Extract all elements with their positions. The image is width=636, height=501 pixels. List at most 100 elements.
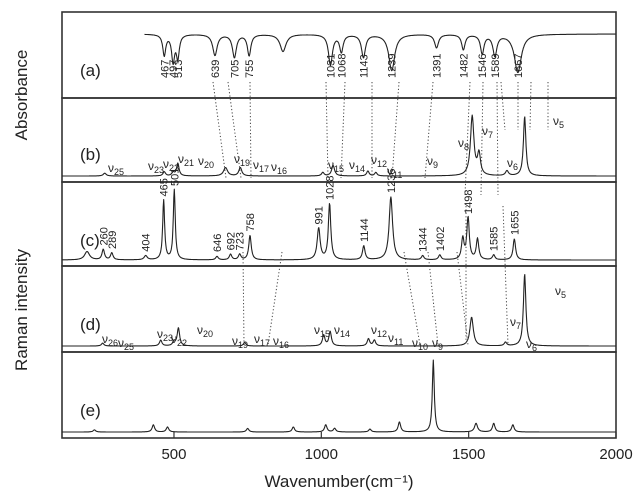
mode-label: ν20 xyxy=(197,323,213,339)
peak-label-c: 501 xyxy=(169,168,181,186)
peak-label-c: 1028 xyxy=(325,176,337,200)
peak-label-c: 646 xyxy=(212,234,224,252)
mode-label: ν12 xyxy=(371,153,387,169)
dotted-link xyxy=(529,81,532,131)
correlation-lines xyxy=(212,81,549,346)
x-tick-label: 2000 xyxy=(599,446,632,463)
mode-label: ν22 xyxy=(171,332,187,348)
mode-label: ν7 xyxy=(482,124,493,140)
peak-label-a: 1031 xyxy=(325,54,337,78)
mode-label: ν20 xyxy=(198,154,214,170)
dotted-link xyxy=(424,81,434,179)
peak-label-a: 1391 xyxy=(432,54,444,78)
peak-label-c: 758 xyxy=(245,213,257,231)
peak-label-c: 289 xyxy=(107,231,119,249)
dotted-link xyxy=(502,205,509,346)
dotted-link xyxy=(249,81,252,179)
mode-label: ν17 xyxy=(254,332,270,348)
peak-label-a: 639 xyxy=(210,60,222,78)
dotted-link xyxy=(227,81,242,179)
panel-b-label: (b) xyxy=(80,145,101,164)
peak-label-c: 692 xyxy=(226,232,238,250)
mode-label: ν16 xyxy=(271,160,287,176)
peak-label-c: 723 xyxy=(235,232,247,250)
peak-label-c: 1144 xyxy=(359,218,371,242)
mode-label: ν23 xyxy=(157,327,173,343)
mode-label: ν5 xyxy=(553,114,564,130)
x-axis-label: Wavenumber(cm⁻¹) xyxy=(264,472,413,491)
dotted-link xyxy=(403,251,421,346)
peak-label-c: 991 xyxy=(314,206,326,224)
peak-label-c: 260 xyxy=(98,227,110,245)
peak-label-a: 755 xyxy=(244,60,256,78)
peak-label-c: 1344 xyxy=(418,227,430,251)
ylabel-absorbance: Absorbance xyxy=(12,50,31,141)
x-axis: 500 1000 1500 2000 xyxy=(161,432,633,463)
dotted-link xyxy=(464,81,471,196)
mode-label: ν6 xyxy=(507,156,518,172)
ylabel-raman-intensity: Raman intensity xyxy=(12,249,31,371)
mode-label: ν9 xyxy=(432,336,443,352)
peak-label-a: 513 xyxy=(173,60,185,78)
mode-label: ν11 xyxy=(388,331,403,347)
peak-label-a: 1239 xyxy=(387,54,399,78)
spectrum-c-line xyxy=(61,188,616,261)
mode-label: ν15 xyxy=(328,158,344,174)
mode-label: ν5 xyxy=(555,284,566,300)
peak-label-a: 1482 xyxy=(458,54,470,78)
peak-label-a: 1546 xyxy=(477,54,489,78)
spectrum-b-line xyxy=(61,114,616,177)
mode-label: ν14 xyxy=(349,158,365,174)
peak-label-c: 1498 xyxy=(463,190,475,214)
x-tick-label: 500 xyxy=(161,446,186,463)
peak-label-c: 1402 xyxy=(435,227,447,251)
panel-a-label: (a) xyxy=(80,61,101,80)
dotted-link xyxy=(496,81,499,196)
x-tick-label: 1500 xyxy=(452,446,485,463)
panel-c-frame xyxy=(61,181,617,267)
panel-e-label: (e) xyxy=(80,401,101,420)
mode-label: ν26 xyxy=(102,332,118,348)
mode-label: ν11 xyxy=(387,164,402,180)
peak-label-a: 1143 xyxy=(358,54,370,78)
peak-label-a: 1589 xyxy=(490,54,502,78)
mode-label: ν21 xyxy=(178,152,194,168)
mode-label: ν16 xyxy=(273,334,289,350)
mode-label: ν15 xyxy=(314,323,330,339)
peak-label-c: 1585 xyxy=(489,227,501,251)
spectrum-e-line xyxy=(61,359,616,433)
mode-label: ν19 xyxy=(232,334,248,350)
dotted-link xyxy=(325,81,329,179)
panel-e-frame xyxy=(61,351,617,439)
dotted-link xyxy=(212,81,227,179)
peak-label-c: 465 xyxy=(159,178,171,196)
dotted-link xyxy=(500,81,506,131)
peak-label-a: 1068 xyxy=(336,54,348,78)
panel-d-label: (d) xyxy=(80,315,101,334)
mode-label: ν6 xyxy=(526,337,537,353)
panel-c-label: (c) xyxy=(80,231,100,250)
mode-label: ν9 xyxy=(427,154,438,170)
mode-label: ν23 xyxy=(148,159,164,175)
spectrum-a-line xyxy=(144,33,616,74)
peak-label-a: 497 xyxy=(168,60,180,78)
mode-label: ν7 xyxy=(510,315,521,331)
peak-label-a: 705 xyxy=(229,60,241,78)
peak-label-c: 1655 xyxy=(509,211,521,235)
x-tick-label: 1000 xyxy=(305,446,338,463)
peak-label-c: 404 xyxy=(141,233,153,251)
dotted-link xyxy=(340,81,346,179)
mode-label: ν25 xyxy=(108,161,124,177)
panel-d-frame xyxy=(61,265,617,353)
mode-label: ν14 xyxy=(334,323,350,339)
mode-label: ν10 xyxy=(412,336,428,352)
peak-label-a: 467 xyxy=(159,60,171,78)
dotted-link xyxy=(480,81,484,196)
dotted-link xyxy=(391,81,400,179)
